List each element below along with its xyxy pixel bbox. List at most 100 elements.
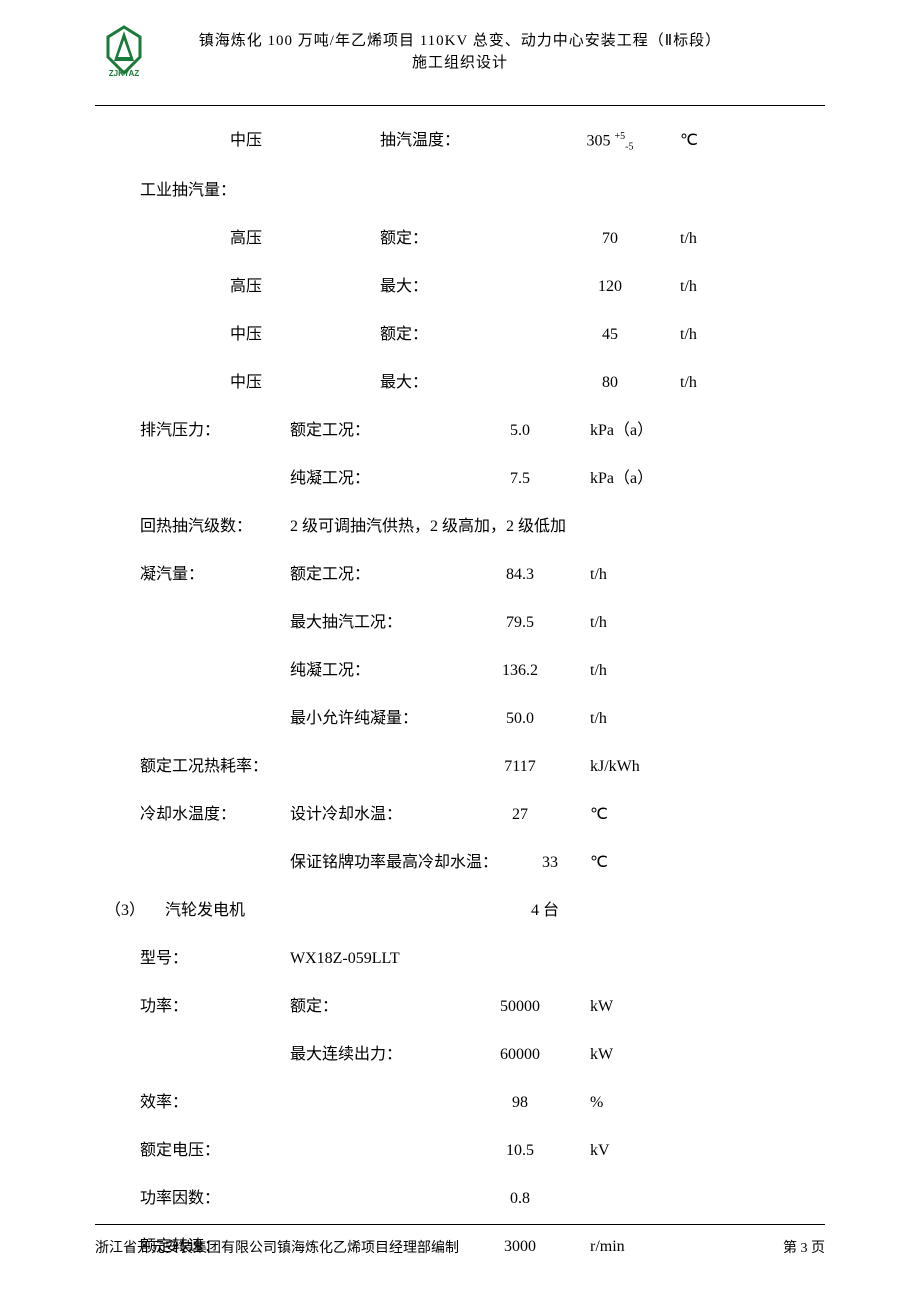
data-row: 功率：额定：50000kW [100, 992, 820, 1016]
footer-left: 浙江省开元安装集团有限公司镇海炼化乙烯项目经理部编制 [95, 1237, 459, 1257]
section-title: 汽轮发电机 [165, 896, 485, 920]
section-number: （3） [105, 896, 165, 920]
param-value: 79.5 [470, 614, 570, 632]
data-row: 工业抽汽量： [100, 176, 820, 200]
param-label: 工业抽汽量： [140, 176, 290, 200]
data-row: 纯凝工况：7.5kPa（a） [100, 464, 820, 488]
section-count: 4 台 [485, 896, 605, 920]
param-sublabel: 设计冷却水温： [290, 800, 470, 824]
data-row: 型号：WX18Z-059LLT [100, 944, 820, 968]
param-unit: ℃ [570, 804, 690, 824]
param-label: 中压 [230, 126, 380, 150]
param-label: 型号： [140, 944, 290, 968]
param-sublabel: 抽汽温度： [380, 126, 560, 150]
param-sublabel: 最大抽汽工况： [290, 608, 470, 632]
param-value: 80 [560, 374, 660, 392]
param-value: 50000 [470, 998, 570, 1016]
param-unit: t/h [570, 710, 690, 728]
param-unit: ℃ [660, 130, 780, 150]
param-label: 高压 [230, 272, 380, 296]
param-value: 120 [560, 278, 660, 296]
param-value: 60000 [470, 1046, 570, 1064]
param-value: 70 [560, 230, 660, 248]
logo: ZJKYAZ [100, 25, 148, 82]
param-unit: ℃ [570, 852, 690, 872]
param-sublabel: WX18Z-059LLT [290, 950, 470, 968]
data-row: 功率因数： 0.8 [100, 1184, 820, 1208]
data-row: 纯凝工况：136.2t/h [100, 656, 820, 680]
param-sublabel: 额定工况： [290, 560, 470, 584]
param-value: 5.0 [470, 422, 570, 440]
param-label: 中压 [230, 320, 380, 344]
page-footer: 浙江省开元安装集团有限公司镇海炼化乙烯项目经理部编制 第 3 页 [95, 1224, 825, 1257]
data-row: 中压额定：45t/h [100, 320, 820, 344]
svg-text:ZJKYAZ: ZJKYAZ [109, 69, 139, 77]
param-value: 7117 [470, 758, 570, 776]
param-value: 33 [530, 854, 570, 872]
data-row: （3）汽轮发电机4 台 [105, 896, 820, 920]
param-value: 7.5 [470, 470, 570, 488]
param-unit: kPa（a） [570, 464, 690, 488]
param-value-text: 2 级可调抽汽供热，2 级高加，2 级低加 [290, 512, 566, 536]
data-row: 高压最大：120t/h [100, 272, 820, 296]
param-label: 功率因数： [140, 1184, 290, 1208]
header-title-line1: 镇海炼化 100 万吨/年乙烯项目 110KV 总变、动力中心安装工程（Ⅱ标段） [95, 30, 825, 52]
param-label: 功率： [140, 992, 290, 1016]
data-row: 最大连续出力：60000kW [100, 1040, 820, 1064]
param-unit: t/h [660, 326, 780, 344]
param-unit: % [570, 1094, 690, 1112]
param-unit: kJ/kWh [570, 758, 690, 776]
data-row: 排汽压力：额定工况：5.0kPa（a） [100, 416, 820, 440]
param-value: 305 +5-5 [560, 131, 660, 153]
document-content: 中压抽汽温度：305 +5-5℃工业抽汽量：高压额定：70t/h高压最大：120… [0, 106, 920, 1256]
param-value: 0.8 [470, 1190, 570, 1208]
param-unit: t/h [660, 374, 780, 392]
param-label: 排汽压力： [140, 416, 290, 440]
param-sublabel: 最小允许纯凝量： [290, 704, 470, 728]
param-label: 额定电压： [140, 1136, 290, 1160]
param-sublabel: 最大： [380, 368, 560, 392]
footer-right: 第 3 页 [783, 1237, 825, 1257]
data-row: 中压最大：80t/h [100, 368, 820, 392]
param-unit: kV [570, 1142, 690, 1160]
param-unit: t/h [660, 230, 780, 248]
data-row: 最大抽汽工况：79.5t/h [100, 608, 820, 632]
data-row: 效率： 98% [100, 1088, 820, 1112]
param-value: 27 [470, 806, 570, 824]
param-label: 效率： [140, 1088, 290, 1112]
param-sublabel: 纯凝工况： [290, 656, 470, 680]
param-unit: kPa（a） [570, 416, 690, 440]
param-value: 45 [560, 326, 660, 344]
data-row: 高压额定：70t/h [100, 224, 820, 248]
header-title-line2: 施工组织设计 [95, 52, 825, 74]
param-unit: t/h [570, 566, 690, 584]
param-value: 98 [470, 1094, 570, 1112]
param-unit: kW [570, 1046, 690, 1064]
param-label: 高压 [230, 224, 380, 248]
data-row: 保证铭牌功率最高冷却水温：33℃ [100, 848, 820, 872]
param-unit: t/h [570, 614, 690, 632]
data-row: 凝汽量：额定工况：84.3t/h [100, 560, 820, 584]
data-row: 冷却水温度：设计冷却水温：27℃ [100, 800, 820, 824]
data-row: 回热抽汽级数：2 级可调抽汽供热，2 级高加，2 级低加 [100, 512, 820, 536]
param-value: 84.3 [470, 566, 570, 584]
param-sublabel: 额定工况： [290, 416, 470, 440]
param-unit: t/h [660, 278, 780, 296]
param-sublabel: 额定： [380, 224, 560, 248]
param-unit: t/h [570, 662, 690, 680]
param-sublabel: 额定： [290, 992, 470, 1016]
param-value: 50.0 [470, 710, 570, 728]
param-label: 回热抽汽级数： [140, 512, 290, 536]
param-sublabel: 最大连续出力： [290, 1040, 470, 1064]
param-value: 10.5 [470, 1142, 570, 1160]
param-sublabel: 额定： [380, 320, 560, 344]
param-value: 136.2 [470, 662, 570, 680]
page-header: ZJKYAZ 镇海炼化 100 万吨/年乙烯项目 110KV 总变、动力中心安装… [95, 0, 825, 106]
data-row: 最小允许纯凝量：50.0t/h [100, 704, 820, 728]
param-unit: kW [570, 998, 690, 1016]
data-row: 中压抽汽温度：305 +5-5℃ [100, 126, 820, 152]
param-label: 冷却水温度： [140, 800, 290, 824]
param-sublabel: 最大： [380, 272, 560, 296]
param-sublabel: 纯凝工况： [290, 464, 470, 488]
data-row: 额定电压： 10.5kV [100, 1136, 820, 1160]
